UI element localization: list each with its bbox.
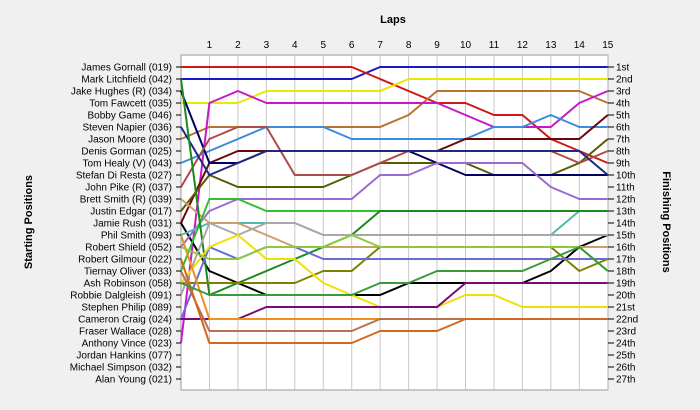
driver-line-1 [181, 66, 608, 80]
start-position-label: Jordan Hankins (077) [76, 351, 172, 362]
finish-position-label: 12th [616, 195, 635, 206]
start-position-label: Justin Edgar (017) [90, 207, 172, 218]
finish-position-label: 24th [616, 339, 635, 350]
driver-line-5 [180, 90, 609, 344]
finish-position-label: 5th [616, 111, 630, 122]
driver-line-6 [180, 114, 608, 164]
start-position-label: Stefan Di Resta (027) [76, 171, 172, 182]
start-position-label: Jake Hughes (R) (034) [71, 87, 172, 98]
finish-position-label: 17th [616, 255, 635, 266]
finish-position-label: 27th [616, 375, 635, 386]
driver-line-13 [180, 162, 608, 248]
driver-line-19 [180, 222, 608, 296]
start-position-label: Jamie Rush (031) [93, 219, 172, 230]
x-tick-label: 13 [545, 40, 557, 51]
driver-line-17 [180, 78, 608, 296]
finishing-position-labels: 1st2nd3rd4th5th6th7th8th9th10th11th12th1… [608, 63, 638, 386]
finish-position-label: 8th [616, 147, 630, 158]
x-tick-label: 4 [292, 40, 298, 51]
start-position-label: Robbie Dalgleish (091) [70, 291, 172, 302]
x-tick-label: 15 [602, 40, 614, 51]
finish-position-label: 23rd [616, 327, 636, 338]
start-position-label: Tom Fawcett (035) [89, 99, 172, 110]
x-tick-label: 3 [264, 40, 270, 51]
start-position-label: Ash Robinson (058) [84, 279, 172, 290]
finish-position-label: 14th [616, 219, 635, 230]
start-position-label: Robert Gilmour (022) [78, 255, 172, 266]
start-position-label: Bobby Game (046) [88, 111, 173, 122]
driver-line-25 [180, 258, 608, 344]
starting-position-labels: James Gornall (019)Mark Litchfield (042)… [70, 63, 181, 386]
x-tick-label: 1 [207, 40, 213, 51]
x-tick-label: 2 [235, 40, 241, 51]
driver-line-27 [180, 246, 609, 296]
series-lines [180, 66, 609, 344]
start-position-label: Fraser Wallace (028) [79, 327, 172, 338]
finish-position-label: 16th [616, 243, 635, 254]
right-axis-title: Finishing Positions [660, 171, 672, 272]
finish-position-label: 20th [616, 291, 635, 302]
finish-position-label: 21st [616, 303, 635, 314]
x-tick-label: 6 [349, 40, 355, 51]
finish-position-label: 7th [616, 135, 630, 146]
x-tick-label: 7 [377, 40, 383, 51]
finish-position-label: 9th [616, 159, 630, 170]
driver-line-12 [180, 222, 609, 296]
x-axis-title: Laps [380, 14, 406, 26]
x-tick-label: 10 [460, 40, 472, 51]
start-position-label: Mark Litchfield (042) [81, 75, 172, 86]
start-position-label: Phil Smith (093) [101, 231, 172, 242]
finish-position-label: 4th [616, 99, 630, 110]
start-position-label: Tiernay Oliver (033) [84, 267, 172, 278]
finish-position-label: 25th [616, 351, 635, 362]
finish-position-label: 18th [616, 267, 635, 278]
start-position-label: Michael Simpson (032) [70, 363, 172, 374]
start-position-label: Anthony Vince (023) [82, 339, 172, 350]
x-tick-label: 12 [517, 40, 529, 51]
start-position-label: Denis Gorman (025) [81, 147, 172, 158]
finish-position-label: 15th [616, 231, 635, 242]
left-axis-title: Starting Positions [23, 175, 35, 269]
start-position-label: John Pike (R) (037) [85, 183, 172, 194]
x-tick-label: 11 [489, 40, 500, 51]
start-position-label: Jason Moore (030) [88, 135, 172, 146]
x-tick-label: 14 [574, 40, 586, 51]
x-tick-labels: 1 2 3 4 5 6 7 8 9 10 11 12 13 14 15 [207, 40, 614, 51]
finish-position-label: 19th [616, 279, 635, 290]
finish-position-label: 6th [616, 123, 630, 134]
finish-position-label: 13th [616, 207, 635, 218]
finish-position-label: 10th [616, 171, 635, 182]
x-tick-label: 8 [406, 40, 412, 51]
finish-position-label: 1st [616, 63, 630, 74]
x-tick-label: 9 [434, 40, 440, 51]
finish-position-label: 26th [616, 363, 635, 374]
finish-position-label: 11th [616, 183, 635, 194]
start-position-label: Alan Young (021) [95, 375, 172, 386]
start-position-label: James Gornall (019) [81, 63, 172, 74]
finish-position-label: 2nd [616, 75, 633, 86]
start-position-label: Cameron Craig (024) [78, 315, 172, 326]
driver-line-26 [180, 234, 609, 272]
finish-position-label: 22nd [616, 315, 638, 326]
start-position-label: Tom Healy (V) (043) [83, 159, 172, 170]
start-position-label: Robert Shield (052) [85, 243, 172, 254]
driver-line-22 [181, 282, 608, 320]
grid-lines [208, 55, 609, 390]
x-tick-label: 5 [320, 40, 326, 51]
driver-line-11 [180, 126, 609, 176]
start-position-label: Brett Smith (R) (039) [80, 195, 172, 206]
start-position-label: Steven Napier (036) [83, 123, 173, 134]
finish-position-label: 3rd [616, 87, 630, 98]
start-position-label: Stephen Philip (089) [81, 303, 172, 314]
